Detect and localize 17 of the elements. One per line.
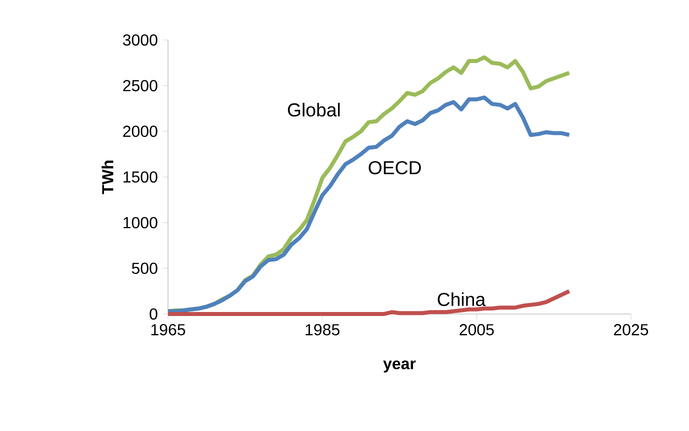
line-series [166, 96, 572, 314]
y-tick-label: 3000 [122, 34, 158, 46]
x-axis-title: year [383, 360, 416, 372]
y-tick-label: 2500 [123, 80, 158, 92]
series-label: China [438, 292, 486, 306]
y-tick-label: 1500 [124, 171, 158, 183]
y-axis-title: TWh [102, 160, 114, 194]
x-tick-label: 2025 [614, 324, 648, 336]
y-tick-label: 0 [150, 308, 158, 320]
x-tick-label: 1985 [306, 324, 340, 336]
series-label: OECD [368, 161, 421, 174]
y-tick-label: 500 [132, 262, 158, 274]
y-tick-label: 2000 [123, 126, 158, 137]
y-tick-label: 1000 [124, 217, 158, 228]
series-label: Global [288, 102, 340, 117]
x-tick-label: 2005 [460, 324, 494, 336]
x-tick-label: 1965 [151, 324, 186, 336]
